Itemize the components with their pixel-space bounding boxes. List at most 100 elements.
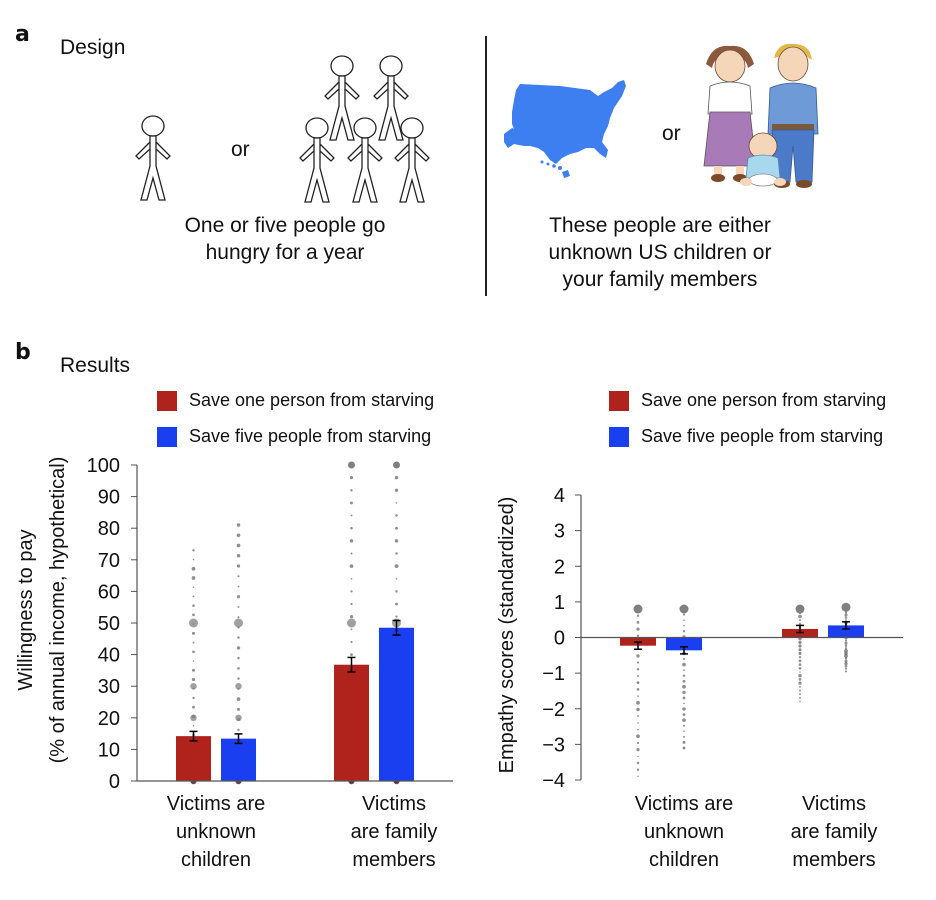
data-point	[395, 552, 398, 555]
data-point	[636, 627, 640, 631]
data-point	[191, 631, 196, 635]
category-label: are family	[351, 821, 438, 843]
data-point	[190, 714, 197, 721]
y-tick-label: 3	[554, 521, 565, 543]
y-axis-title-line: Empathy scores (standardized)	[496, 497, 518, 774]
data-point	[395, 602, 398, 606]
data-point	[350, 640, 353, 644]
data-point	[844, 647, 848, 650]
data-point	[349, 539, 354, 543]
legend-label: Save one person from starving	[641, 390, 887, 410]
data-point	[683, 730, 685, 732]
data-point	[799, 689, 801, 692]
data-point	[633, 604, 643, 614]
data-point	[350, 602, 353, 606]
data-point	[237, 616, 240, 619]
data-point	[394, 564, 399, 569]
data-point	[393, 461, 400, 469]
data-point	[799, 685, 801, 688]
data-point	[798, 681, 802, 685]
legend-swatch-five	[609, 426, 629, 447]
legend-label: Save one person from starving	[189, 390, 435, 410]
data-point	[798, 651, 802, 656]
data-point	[236, 646, 241, 650]
data-point	[682, 630, 686, 633]
data-point	[636, 654, 640, 658]
data-point	[191, 677, 196, 682]
legend-left-item-five: Save five people from starving	[157, 426, 431, 447]
stick-figures-five-icon	[299, 55, 430, 203]
data-point	[798, 655, 802, 659]
data-point	[844, 639, 848, 642]
data-point	[350, 526, 353, 530]
data-point	[192, 696, 195, 700]
data-point	[845, 619, 847, 621]
bar	[666, 637, 702, 651]
y-tick-label: 30	[98, 676, 120, 698]
data-point	[237, 575, 240, 578]
data-point	[798, 622, 802, 625]
data-point	[798, 663, 802, 666]
stick-figure-one-icon	[135, 115, 171, 201]
data-point	[682, 679, 686, 683]
data-point	[395, 590, 398, 593]
panel-a-left-caption: One or five people go hungry for a year	[150, 212, 420, 266]
data-point	[841, 602, 851, 612]
legend-swatch-one	[609, 390, 629, 411]
data-point	[844, 651, 848, 656]
caption-line: your family members	[562, 268, 758, 291]
y-tick-label: −2	[542, 699, 565, 721]
data-point	[349, 476, 354, 480]
axes	[136, 465, 453, 782]
bar	[379, 627, 414, 781]
y-tick-label: −4	[542, 770, 565, 792]
data-point	[844, 662, 848, 666]
data-point	[682, 657, 686, 661]
data-point	[636, 614, 640, 617]
legend-right-item-five: Save five people from starving	[609, 426, 883, 447]
y-tick-label: 0	[109, 771, 120, 793]
data-point	[844, 657, 848, 660]
caption-line: hungry for a year	[205, 241, 365, 264]
data-point	[350, 653, 353, 656]
legend-swatch-five	[157, 426, 177, 447]
panel-a-letter: a	[15, 22, 30, 47]
data-point	[234, 618, 243, 628]
data-point	[844, 616, 848, 619]
data-point	[394, 488, 399, 492]
data-point	[636, 707, 640, 712]
y-axis-title-line: Willingness to pay	[15, 529, 37, 690]
data-point	[636, 668, 640, 671]
data-point	[636, 634, 640, 637]
data-point	[236, 595, 241, 599]
data-point	[192, 586, 195, 588]
data-point	[349, 564, 354, 568]
caption-line: One or five people go	[184, 214, 386, 237]
category-label: Victims are	[167, 793, 266, 815]
data-point	[394, 539, 399, 543]
data-point	[682, 718, 686, 722]
data-point	[192, 660, 195, 662]
data-point	[844, 613, 848, 617]
y-axis-title: Willingness to pay (% of annual income, h…	[15, 457, 69, 764]
data-point	[637, 755, 639, 758]
data-point	[637, 695, 639, 697]
category-label: members	[792, 849, 875, 871]
data-point	[844, 641, 848, 645]
data-point	[190, 683, 197, 690]
data-point	[236, 564, 241, 568]
data-point	[682, 746, 686, 750]
y-tick-label: −1	[542, 663, 565, 685]
individual-points	[633, 602, 851, 778]
data-point	[636, 741, 640, 745]
panel-b-title: Results	[60, 354, 131, 377]
data-point	[798, 678, 802, 681]
y-tick-label: 50	[98, 613, 120, 635]
data-point	[636, 734, 640, 739]
data-point	[192, 724, 195, 727]
y-tick-label: 100	[87, 455, 120, 477]
y-tick-label: 70	[98, 550, 120, 572]
y-axis-ticks: 0 10 20 30 40 50 60 70 80 90 100	[87, 455, 137, 793]
data-point	[192, 604, 195, 607]
data-point	[682, 740, 686, 744]
